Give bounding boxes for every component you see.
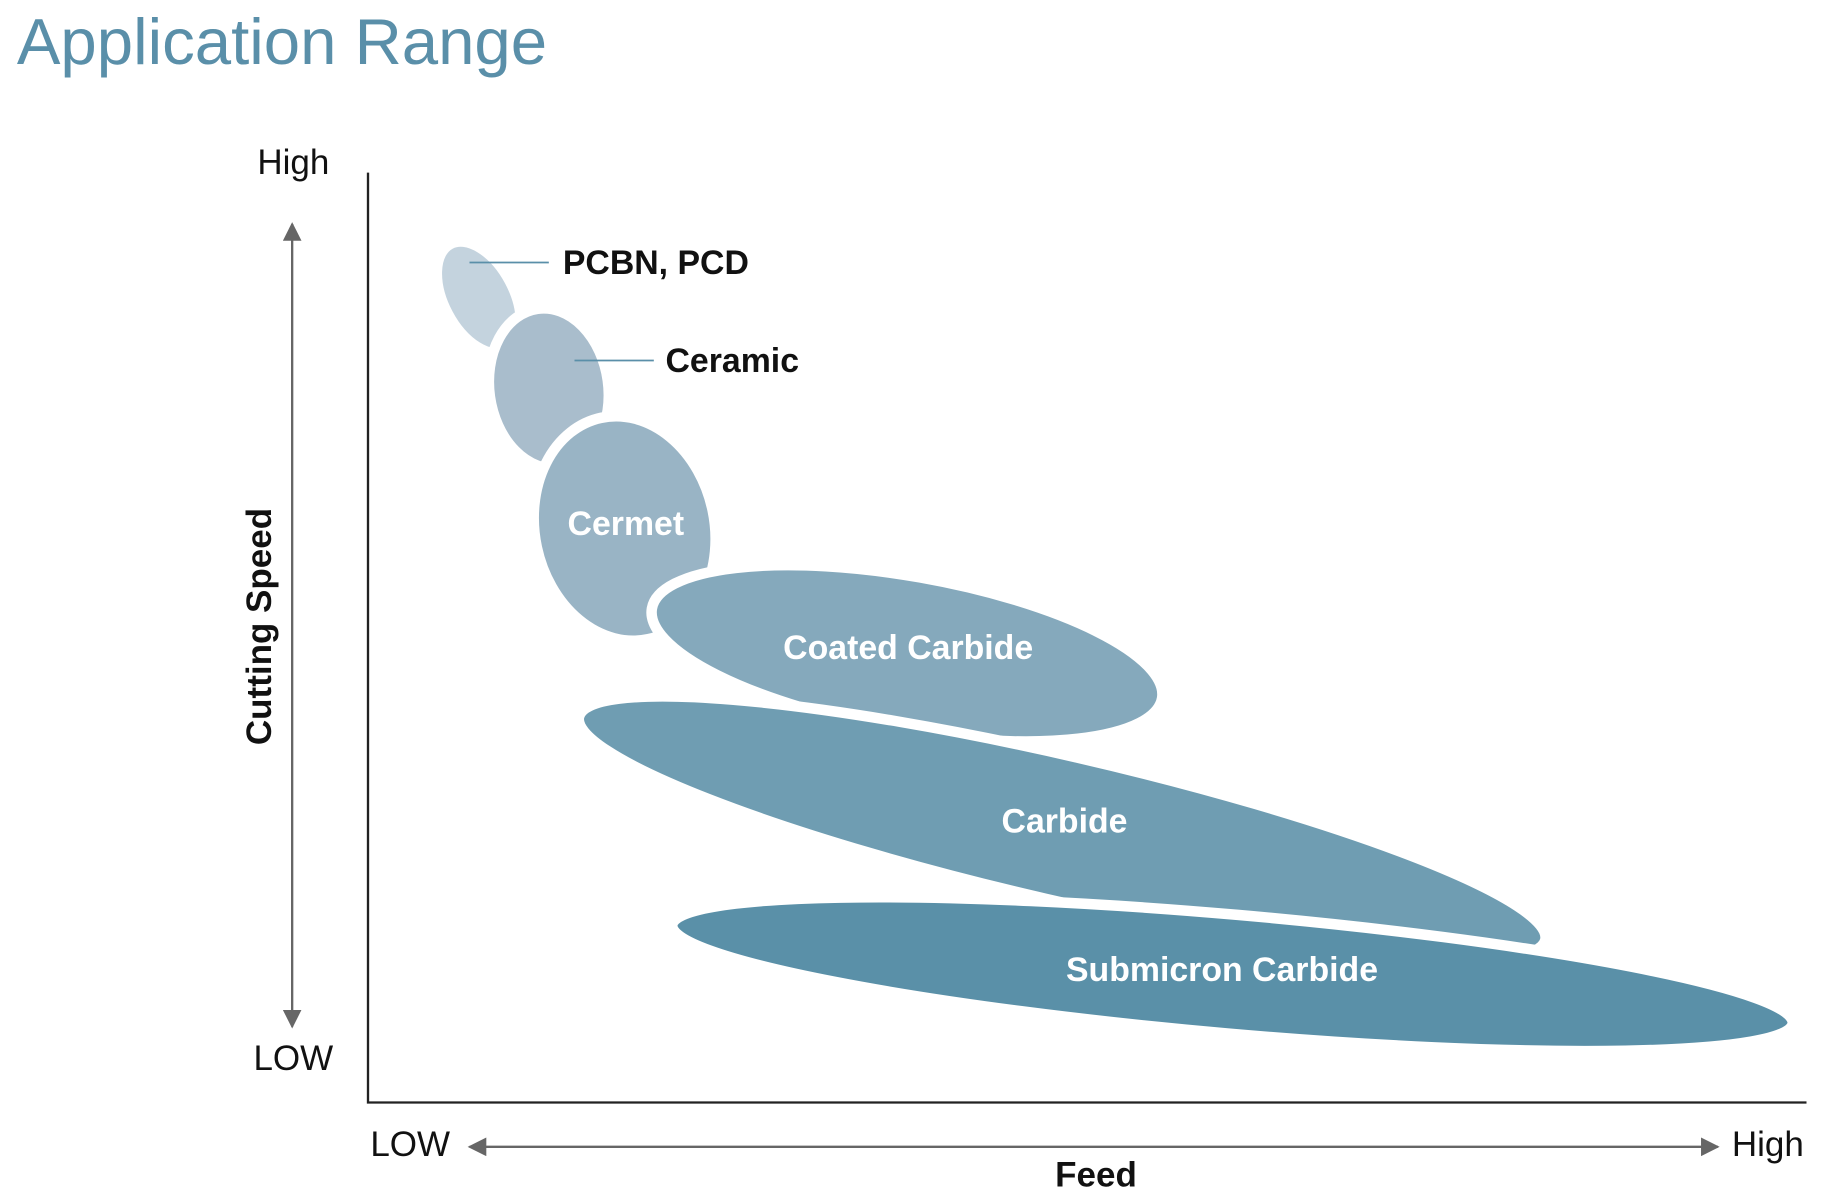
axis-frame — [366, 172, 1807, 1104]
y-axis-label: Cutting Speed — [240, 508, 279, 745]
region-label: Cermet — [568, 505, 685, 543]
region-label: PCBN, PCD — [563, 244, 749, 282]
region-label: Carbide — [1002, 803, 1128, 841]
x-low: LOW — [370, 1125, 450, 1164]
x-high: High — [1732, 1125, 1804, 1164]
region-shape — [667, 892, 1798, 1057]
region-label: Ceramic — [666, 342, 800, 380]
y-high: High — [257, 143, 329, 182]
y-low: LOW — [253, 1039, 333, 1078]
x-axis-label: Feed — [1055, 1155, 1137, 1194]
region-label: Submicron Carbide — [1066, 951, 1378, 989]
page-title: Application Range — [17, 5, 547, 78]
region-label: Coated Carbide — [783, 629, 1033, 667]
